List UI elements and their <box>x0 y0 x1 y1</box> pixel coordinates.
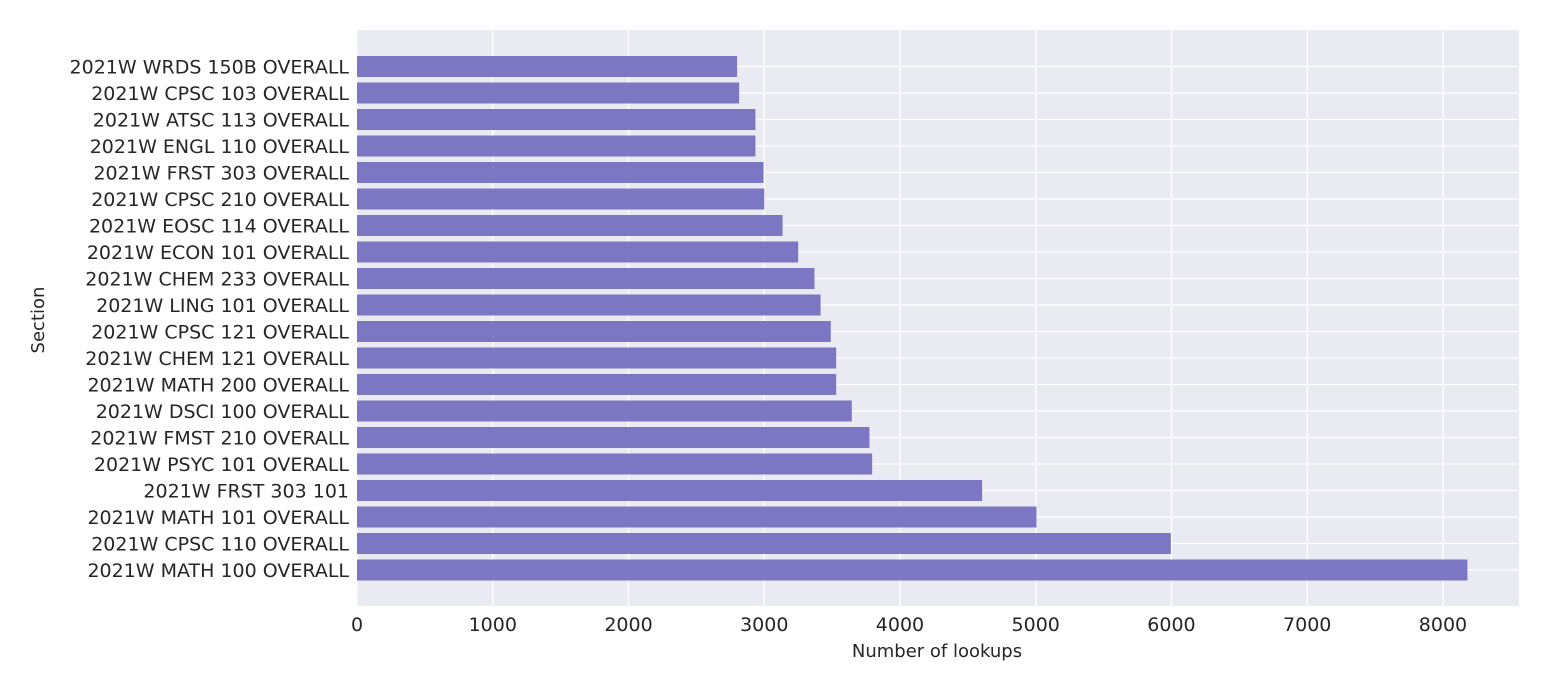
x-tick-labels: 0 1000 2000 3000 4000 5000 6000 7000 8000 <box>351 614 1467 636</box>
x-tick-label: 1000 <box>469 614 517 636</box>
y-tick-label: 2021W PSYC 101 OVERALL <box>94 454 350 476</box>
y-tick-label: 2021W CHEM 233 OVERALL <box>85 269 349 291</box>
y-tick-label: 2021W FRST 303 OVERALL <box>93 163 349 185</box>
y-tick-label: 2021W FMST 210 OVERALL <box>90 428 349 450</box>
bar <box>357 453 873 475</box>
y-tick-label: 2021W CHEM 121 OVERALL <box>85 348 349 370</box>
y-tick-label: 2021W ENGL 110 OVERALL <box>90 136 350 158</box>
bar <box>357 374 837 395</box>
bar <box>357 82 740 104</box>
bar <box>357 109 756 130</box>
bar <box>357 427 870 448</box>
x-tick-label: 2000 <box>604 614 652 636</box>
x-tick-label: 8000 <box>1419 614 1467 636</box>
bar <box>357 506 1037 528</box>
y-tick-label: 2021W CPSC 210 OVERALL <box>91 189 349 211</box>
y-tick-label: 2021W MATH 101 OVERALL <box>87 507 349 529</box>
y-tick-label: 2021W MATH 100 OVERALL <box>87 560 349 582</box>
y-tick-label: 2021W DSCI 100 OVERALL <box>96 401 350 423</box>
bar <box>357 135 756 157</box>
bar <box>357 321 831 342</box>
bar <box>357 56 738 77</box>
x-tick-label: 3000 <box>740 614 788 636</box>
y-tick-label: 2021W WRDS 150B OVERALL <box>70 57 350 79</box>
x-tick-label: 6000 <box>1147 614 1195 636</box>
y-tick-label: 2021W EOSC 114 OVERALL <box>89 216 349 238</box>
y-tick-label: 2021W CPSC 121 OVERALL <box>91 322 349 344</box>
y-tick-label: 2021W MATH 200 OVERALL <box>87 375 349 397</box>
y-axis-title: Section <box>28 287 49 354</box>
bar <box>357 480 983 501</box>
x-tick-label: 4000 <box>876 614 924 636</box>
y-tick-label: 2021W ECON 101 OVERALL <box>87 242 350 264</box>
bar <box>357 400 852 422</box>
bar <box>357 268 815 289</box>
x-tick-label: 0 <box>351 614 363 636</box>
bar <box>357 533 1171 554</box>
bar <box>357 188 765 210</box>
bar <box>357 215 783 236</box>
y-tick-labels: 2021W WRDS 150B OVERALL 2021W CPSC 103 OV… <box>70 57 350 583</box>
bar <box>357 294 821 316</box>
x-axis-title: Number of lookups <box>852 641 1022 662</box>
bar <box>357 347 837 369</box>
y-tick-label: 2021W CPSC 103 OVERALL <box>91 83 349 105</box>
bars <box>357 56 1468 581</box>
y-tick-label: 2021W LING 101 OVERALL <box>96 295 349 317</box>
x-tick-label: 5000 <box>1012 614 1060 636</box>
bar <box>357 241 799 263</box>
y-tick-label: 2021W FRST 303 101 <box>143 481 349 503</box>
bar <box>357 559 1468 581</box>
bar <box>357 162 764 183</box>
y-tick-label: 2021W CPSC 110 OVERALL <box>91 534 349 556</box>
x-tick-label: 7000 <box>1283 614 1331 636</box>
y-tick-label: 2021W ATSC 113 OVERALL <box>93 110 350 132</box>
